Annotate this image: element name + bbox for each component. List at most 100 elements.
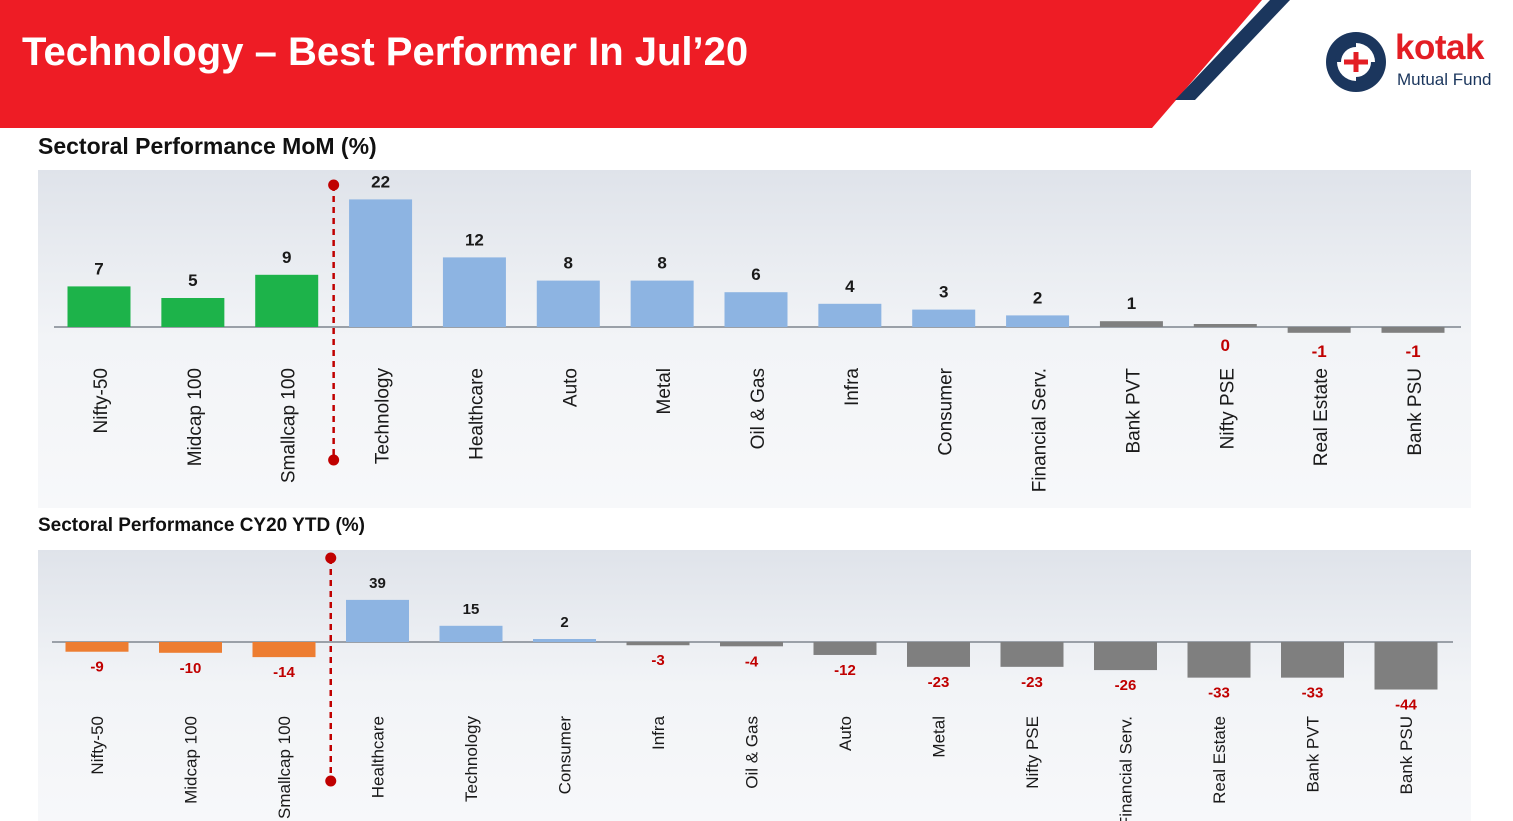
value-label: 2 [560, 614, 568, 631]
category-label: Bank PVT [1304, 716, 1323, 793]
bar-infra [626, 642, 690, 646]
value-label: 2 [1033, 288, 1042, 307]
divider-bottom-dot [328, 454, 340, 466]
header-navy-stripe [1175, 0, 1290, 100]
category-label: Bank PVT [1123, 368, 1144, 454]
value-label: 8 [657, 254, 666, 273]
value-label: -1 [1405, 342, 1420, 361]
chart-background [38, 550, 1471, 821]
value-label: -23 [1021, 674, 1043, 691]
chart1-title: Sectoral Performance MoM (%) [38, 133, 377, 159]
category-label: Real Estate [1311, 368, 1332, 466]
value-label: -14 [273, 664, 295, 681]
category-label: Bank PSU [1397, 716, 1416, 794]
kotak-logo-icon [1326, 32, 1386, 92]
chart1-panel: 7 Nifty-50 5 Midcap 100 9 Smallcap 100 22 Techn… [38, 170, 1471, 508]
bar-auto [536, 280, 600, 327]
value-label: -44 [1395, 697, 1417, 714]
category-label: Midcap 100 [185, 368, 206, 466]
value-label: 15 [463, 601, 480, 618]
value-label: 0 [1221, 336, 1230, 355]
category-label: Nifty-50 [88, 716, 107, 775]
bar-bank-pvt [1099, 321, 1163, 327]
value-label: 6 [751, 265, 760, 284]
page-title: Technology – Best Performer In Jul’20 [22, 30, 749, 74]
chart2-svg: -9 Nifty-50 -10 Midcap 100 -14 Smallcap 100 39… [38, 550, 1471, 821]
bar-financial-serv- [1006, 315, 1070, 327]
bar-smallcap-100 [252, 642, 316, 658]
value-label: -12 [834, 662, 856, 679]
value-label: -4 [745, 653, 759, 670]
value-label: 39 [369, 575, 386, 592]
header-banner: Technology – Best Performer In Jul’20 ko… [0, 0, 1513, 128]
value-label: 5 [188, 271, 197, 290]
bar-midcap-100 [159, 642, 222, 653]
bar-infra [818, 303, 882, 327]
divider-bottom-dot [325, 775, 337, 787]
logo-subtitle: Mutual Fund [1397, 70, 1492, 89]
category-label: Financial Serv. [1030, 368, 1051, 492]
value-label: -10 [180, 660, 202, 677]
bar-financial-serv- [1094, 642, 1157, 671]
value-label: -3 [651, 652, 664, 669]
chart-background [38, 170, 1471, 508]
value-label: 4 [845, 277, 855, 296]
category-label: Metal [654, 368, 675, 414]
category-label: Nifty PSE [1217, 368, 1238, 449]
category-label: Healthcare [369, 716, 388, 798]
bar-consumer [912, 309, 976, 327]
category-label: Infra [649, 715, 668, 750]
category-label: Financial Serv. [1117, 716, 1136, 821]
value-label: -33 [1208, 685, 1230, 702]
kotak-logo: kotak Mutual Fund [1322, 28, 1512, 94]
bar-technology [349, 199, 413, 327]
value-label: -23 [928, 674, 950, 691]
category-label: Real Estate [1210, 716, 1229, 804]
bar-nifty-50 [65, 642, 129, 652]
bar-metal [907, 642, 970, 667]
chart2-panel: -9 Nifty-50 -10 Midcap 100 -14 Smallcap 100 39… [38, 550, 1471, 821]
divider-top-dot [328, 179, 340, 191]
bar-metal [630, 280, 694, 327]
category-label: Oil & Gas [748, 368, 769, 449]
category-label: Consumer [936, 367, 957, 455]
bar-real-estate [1287, 327, 1351, 333]
bar-oil-gas [720, 642, 783, 647]
category-label: Nifty PSE [1023, 716, 1042, 789]
category-label: Oil & Gas [743, 716, 762, 789]
category-label: Consumer [556, 716, 575, 795]
bar-smallcap-100 [255, 274, 319, 327]
category-label: Nifty-50 [91, 368, 112, 433]
bar-nifty-50 [67, 286, 131, 327]
category-label: Metal [930, 716, 949, 758]
category-label: Auto [836, 716, 855, 751]
category-label: Technology [462, 716, 481, 803]
bar-oil-gas [724, 292, 788, 327]
category-label: Technology [373, 368, 394, 465]
bar-auto [813, 642, 877, 655]
value-label: -9 [90, 659, 103, 676]
bar-bank-psu [1374, 642, 1438, 690]
category-label: Bank PSU [1405, 368, 1426, 456]
value-label: 12 [465, 230, 484, 249]
category-label: Smallcap 100 [279, 368, 300, 483]
category-label: Midcap 100 [182, 716, 201, 804]
category-label: Healthcare [466, 368, 487, 460]
value-label: 3 [939, 283, 948, 302]
value-label: 22 [371, 172, 390, 191]
value-label: -26 [1115, 677, 1137, 694]
bar-technology [439, 625, 503, 642]
chart1-svg: 7 Nifty-50 5 Midcap 100 9 Smallcap 100 22 Techn… [38, 170, 1471, 508]
header-shape [0, 0, 1290, 128]
logo-wordmark: kotak [1395, 28, 1484, 67]
divider-top-dot [325, 552, 337, 564]
header-red-band [0, 0, 1262, 128]
bar-consumer [533, 639, 596, 642]
value-label: 9 [282, 248, 291, 267]
bar-bank-psu [1381, 327, 1445, 333]
bar-midcap-100 [161, 298, 225, 327]
bar-healthcare [442, 257, 506, 327]
category-label: Infra [842, 368, 863, 406]
value-label: 1 [1127, 294, 1136, 313]
value-label: 8 [564, 254, 573, 273]
